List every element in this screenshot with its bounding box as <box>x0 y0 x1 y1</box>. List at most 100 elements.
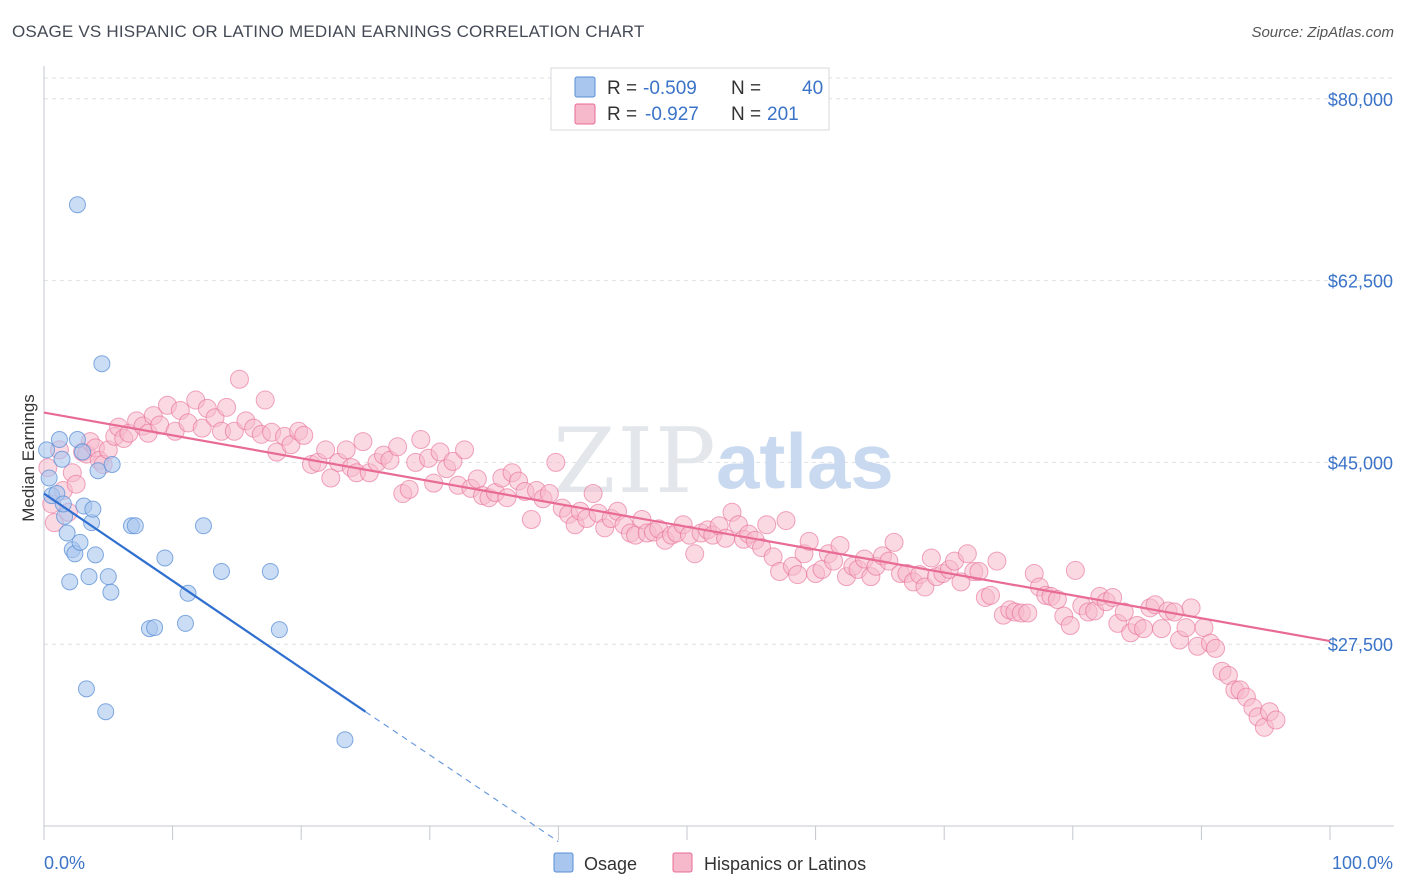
trend-lines <box>43 411 1331 843</box>
osage-point-7 <box>61 573 79 591</box>
bottom-legend-hispanic: Hispanics or Latinos <box>704 854 866 874</box>
hispanic-point-127 <box>799 531 819 551</box>
osage-point-12 <box>74 443 92 461</box>
hispanic-point-163 <box>1018 603 1038 623</box>
legend-box: R = -0.509 N = 40 R = -0.927 N = 201 <box>550 67 830 131</box>
hispanic-point-59 <box>388 437 408 457</box>
hispanic-point-194 <box>1206 638 1226 658</box>
hispanic-point-120 <box>757 515 777 535</box>
legend-swatch-hispanic <box>574 103 596 125</box>
hispanic-point-141 <box>884 532 904 552</box>
grid-lines <box>44 77 1394 645</box>
y-axis-label: Median Earnings <box>19 394 38 522</box>
y-tick-label-0: $27,500 <box>1328 635 1393 655</box>
osage-point-26 <box>126 517 144 535</box>
osage-point-33 <box>212 562 230 580</box>
hispanic-point-168 <box>1047 590 1067 610</box>
hispanic-point-81 <box>521 510 541 530</box>
hispanic-point-68 <box>443 451 463 471</box>
osage-point-17 <box>86 546 104 564</box>
osage-point-38 <box>54 495 72 513</box>
osage-point-32 <box>194 517 212 535</box>
y-tick-label-2: $62,500 <box>1328 272 1393 292</box>
osage-point-23 <box>68 196 86 214</box>
hispanic-point-48 <box>316 440 336 460</box>
osage-point-35 <box>270 621 288 639</box>
osage-point-22 <box>102 583 120 601</box>
osage-point-4 <box>53 450 71 468</box>
hispanic-point-84 <box>539 484 559 504</box>
osage-point-18 <box>89 462 107 480</box>
legend-n-value-2: 201 <box>767 104 799 125</box>
legend-r-value-2: -0.927 <box>645 104 699 125</box>
legend-r-label-1: R = <box>607 78 637 99</box>
hispanic-point-171 <box>1065 560 1085 580</box>
legend-n-label-2: N = <box>731 104 761 125</box>
legend-r-label-2: R = <box>607 104 637 125</box>
osage-point-29 <box>156 549 174 567</box>
bottom-legend-swatch-osage <box>553 852 574 873</box>
hispanic-point-29 <box>192 418 212 438</box>
hispanic-point-39 <box>255 390 275 410</box>
hispanic-point-91 <box>583 484 603 504</box>
hispanic-point-190 <box>1181 598 1201 618</box>
hispanic-point-185 <box>1152 619 1172 639</box>
hispanic-point-158 <box>987 551 1007 571</box>
hispanic-point-123 <box>776 511 796 531</box>
series-osage-points <box>38 196 354 749</box>
osage-point-1 <box>40 469 58 487</box>
x-tick-label-1: 100.0% <box>1332 853 1393 873</box>
source-label: Source: ZipAtlas.com <box>1251 24 1394 41</box>
bottom-legend: Osage Hispanics or Latinos <box>553 852 866 874</box>
osage-point-6 <box>58 524 76 542</box>
series-hispanic-points <box>38 369 1286 737</box>
hispanic-point-33 <box>217 397 237 417</box>
hispanic-point-204 <box>1266 710 1286 730</box>
x-tick-label-0: 0.0% <box>44 853 85 873</box>
bottom-legend-osage: Osage <box>584 854 637 874</box>
hispanic-point-77 <box>497 488 517 508</box>
hispanic-point-35 <box>229 369 249 389</box>
osage-point-28 <box>146 619 164 637</box>
hispanic-point-70 <box>455 440 475 460</box>
bottom-legend-swatch-hispanic <box>672 852 693 873</box>
hispanic-point-179 <box>1114 602 1134 622</box>
hispanic-point-125 <box>788 565 808 585</box>
osage-point-11 <box>71 533 89 551</box>
legend-r-value-1: -0.509 <box>643 78 697 99</box>
osage-trend-line <box>43 492 367 713</box>
osage-point-34 <box>261 562 279 580</box>
hispanic-point-153 <box>957 544 977 564</box>
osage-point-15 <box>80 568 98 586</box>
y-tick-label-3: $80,000 <box>1328 90 1393 110</box>
watermark-zip: ZIP <box>553 409 718 514</box>
hispanic-point-63 <box>411 430 431 450</box>
osage-trend-extension <box>365 711 559 843</box>
osage-point-36 <box>336 731 354 749</box>
chart-title: OSAGE VS HISPANIC OR LATINO MEDIAN EARNI… <box>12 22 645 41</box>
osage-point-20 <box>97 703 115 721</box>
hispanic-point-157 <box>980 585 1000 605</box>
osage-point-3 <box>50 431 68 449</box>
hispanic-point-189 <box>1176 618 1196 638</box>
y-tick-label-1: $45,000 <box>1328 453 1393 473</box>
hispanic-point-61 <box>399 479 419 499</box>
hispanic-point-147 <box>921 548 941 568</box>
hispanic-point-155 <box>969 561 989 581</box>
hispanic-point-85 <box>546 452 566 472</box>
legend-swatch-osage <box>574 76 596 98</box>
hispanic-point-45 <box>294 425 314 445</box>
hispanic-point-108 <box>685 544 705 564</box>
watermark-atlas: atlas <box>716 417 894 505</box>
hispanic-trend-line <box>43 411 1331 643</box>
x-tick-labels: 0.0% 100.0% <box>44 853 1393 873</box>
hispanic-point-66 <box>430 442 450 462</box>
osage-point-30 <box>176 614 194 632</box>
osage-point-19 <box>93 355 111 373</box>
legend-n-value-1: 40 <box>802 78 823 99</box>
hispanic-point-54 <box>353 432 373 452</box>
hispanic-point-49 <box>321 468 341 488</box>
y-tick-labels: $27,500 $45,000 $62,500 $80,000 <box>1328 90 1393 655</box>
watermark: ZIP atlas <box>553 409 894 514</box>
